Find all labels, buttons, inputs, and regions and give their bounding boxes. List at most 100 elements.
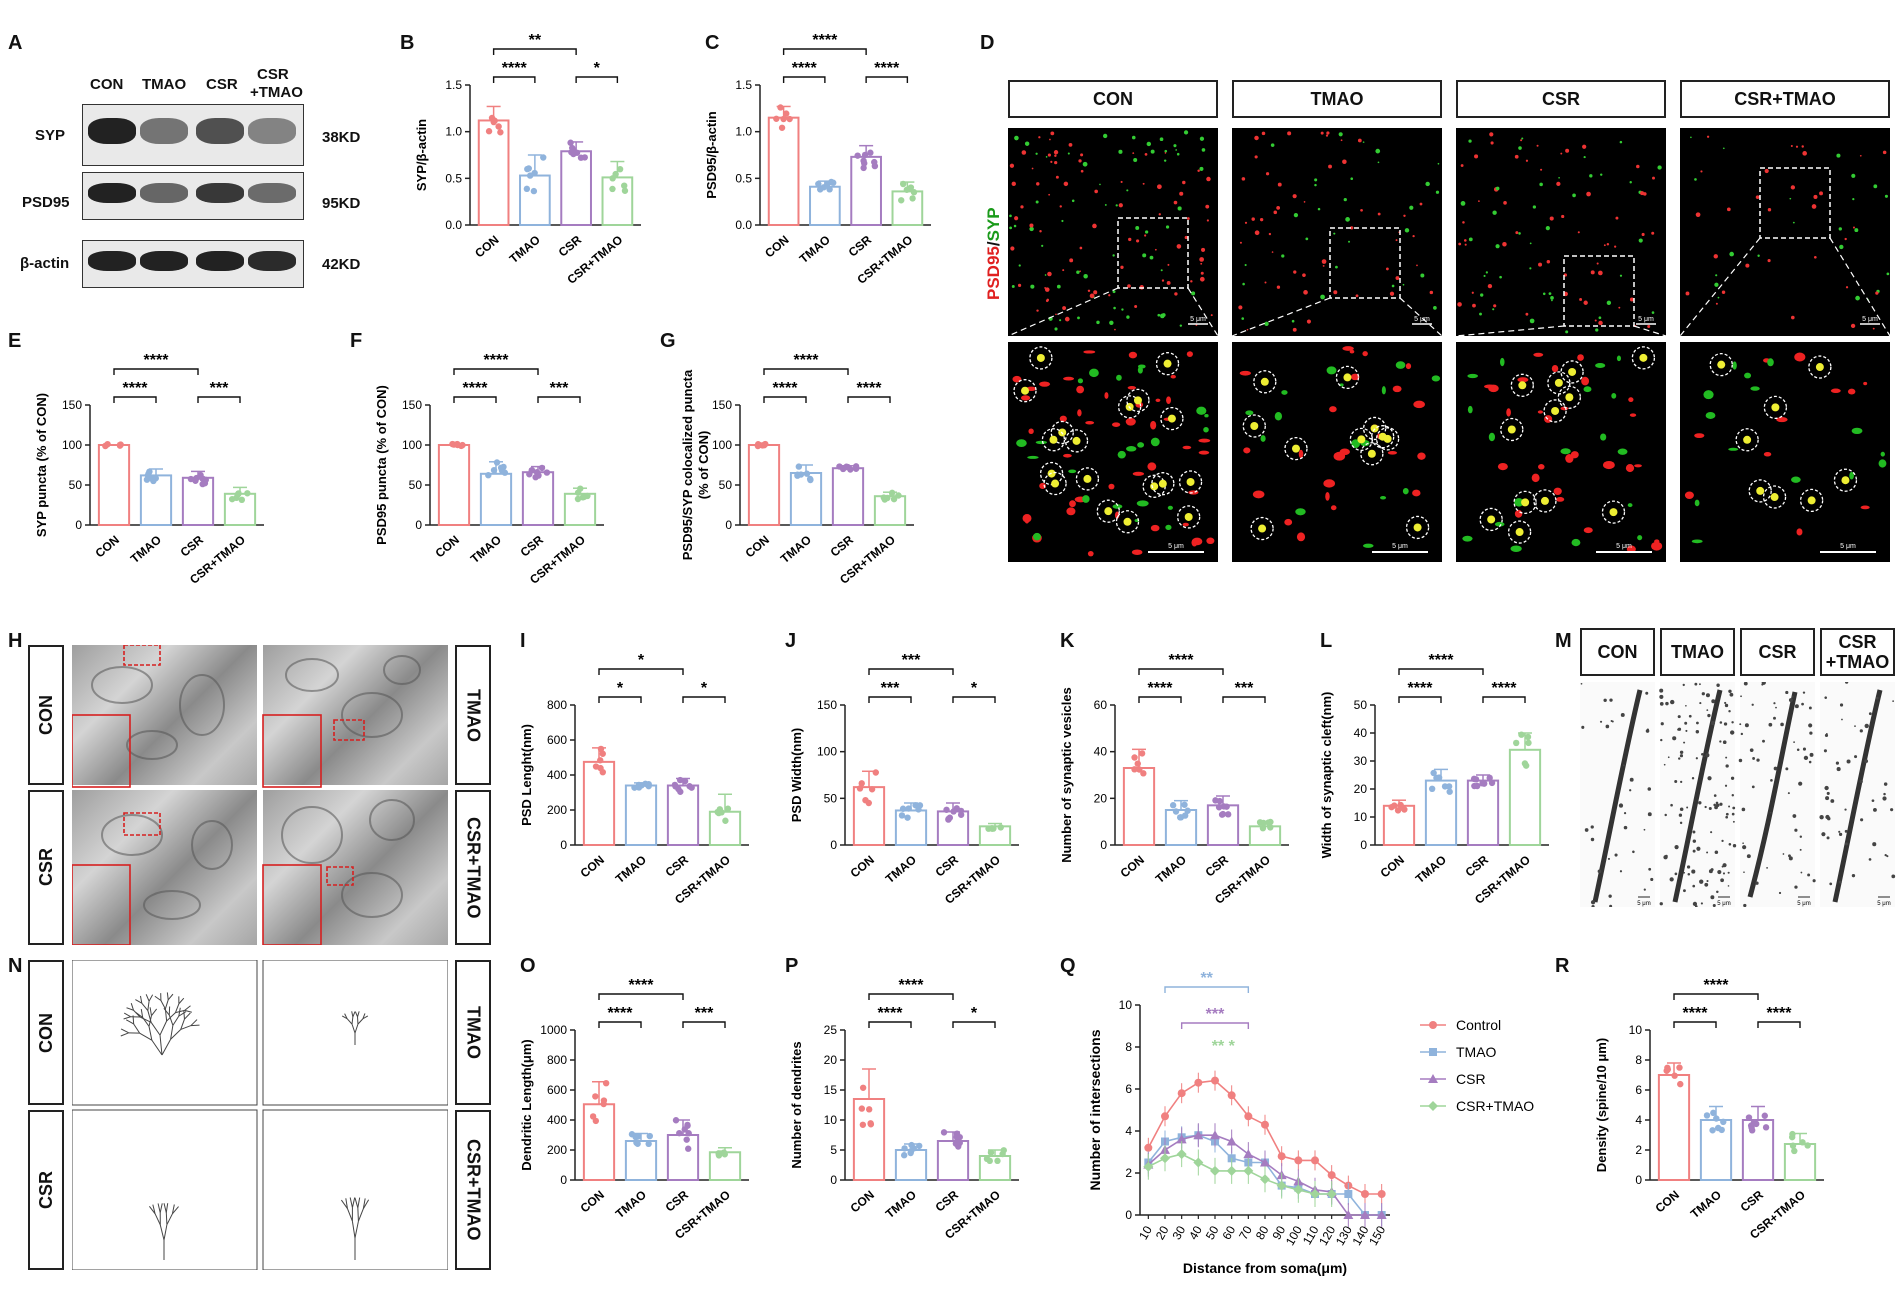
background-speck (1739, 723, 1742, 726)
significance-stars: *** (881, 680, 900, 697)
data-point (786, 115, 793, 123)
punctum (1126, 446, 1137, 452)
x-tick-label: TMAO (797, 233, 833, 266)
colocalization-circle (1242, 414, 1266, 438)
background-speck (1743, 871, 1745, 873)
y-tick-label: 0.5 (735, 171, 752, 185)
punctum (1009, 226, 1013, 230)
significance-bracket (598, 668, 684, 675)
punctum (1068, 469, 1077, 474)
significance-stars: * (617, 680, 624, 697)
data-point (612, 170, 619, 178)
background-speck (1706, 709, 1709, 712)
colocalized-punctum (1083, 474, 1092, 483)
data-point (859, 1121, 867, 1128)
dendrite-branch (151, 1008, 158, 1017)
punctum (1063, 181, 1069, 187)
background-speck (1719, 740, 1722, 743)
data-point (778, 124, 786, 131)
dendrite-branch (351, 1016, 354, 1025)
significance-stars: **** (794, 352, 820, 369)
punctum (1133, 157, 1138, 162)
data-point (1293, 1184, 1304, 1195)
background-speck (1731, 794, 1734, 797)
x-tick-label: CSR (556, 232, 585, 259)
colocalization-circle (1375, 427, 1400, 451)
significance-bracket (763, 396, 807, 403)
colocalized-punctum (1540, 496, 1549, 505)
punctum (1203, 426, 1209, 433)
background-speck (1669, 877, 1674, 882)
bar (521, 471, 555, 526)
y-tick-label: 2 (1125, 1166, 1132, 1180)
colocalized-punctum (1841, 476, 1850, 485)
colocalization-circle (1557, 385, 1582, 409)
significance-bracket (865, 76, 909, 83)
background-speck (1807, 873, 1811, 877)
data-point (760, 442, 768, 449)
punctum (1118, 203, 1123, 208)
y-tick-label: 1.5 (735, 78, 752, 92)
punctum (1435, 190, 1440, 194)
background-speck (1799, 848, 1802, 851)
punctum (1629, 297, 1634, 302)
panel-a: A CON TMAO CSR CSR +TMAO SYP PSD95 β-act… (0, 0, 360, 300)
background-speck (1647, 787, 1652, 791)
significance-bracket (782, 76, 826, 83)
dendrite-branch (132, 1015, 135, 1025)
punctum (1391, 284, 1395, 288)
punctum (1419, 202, 1423, 206)
data-point (1720, 1118, 1727, 1126)
data-point (880, 494, 888, 501)
zoom-line (1633, 325, 1667, 337)
significance-bracket (1398, 668, 1484, 675)
punctum (1035, 152, 1038, 155)
data-point (646, 1132, 653, 1140)
data-point (688, 784, 695, 791)
data-point (1753, 1120, 1760, 1128)
confocal-image-top (1456, 128, 1666, 336)
colocalized-punctum (1051, 479, 1060, 488)
bar (624, 1140, 658, 1181)
data-point (497, 129, 504, 136)
significance-stars: **** (1169, 652, 1195, 669)
dendrite-branch (170, 1029, 182, 1040)
y-tick-label: 0 (560, 838, 567, 852)
y-tick-label: 40 (1354, 726, 1368, 740)
punctum (1144, 153, 1148, 156)
punctum (1293, 270, 1297, 274)
significance-stars: **** (1429, 652, 1455, 669)
y-axis-label: SYP/β-actin (414, 119, 429, 191)
punctum (1468, 237, 1473, 242)
punctum (1049, 138, 1051, 141)
significance-stars: **** (857, 380, 883, 397)
data-point (672, 1117, 680, 1124)
punctum (1018, 264, 1021, 267)
data-point (915, 806, 922, 813)
scale-bar-label: 5 μm (1616, 543, 1632, 550)
data-point (540, 154, 547, 161)
significance-stars: * (971, 680, 978, 697)
background-speck (1674, 845, 1679, 850)
punctum (1767, 259, 1771, 263)
punctum (1873, 184, 1878, 189)
punctum (1357, 138, 1362, 143)
colocalized-punctum (1639, 353, 1648, 362)
background-speck (1677, 715, 1681, 719)
scale-bar-label: 5 μm (1840, 543, 1856, 550)
punctum (1325, 491, 1330, 501)
data-point (907, 184, 915, 191)
legend-marker (1428, 1074, 1438, 1083)
colocalized-punctum (1343, 373, 1352, 382)
y-tick-label: 100 (817, 745, 837, 759)
data-point (783, 110, 790, 117)
punctum (1244, 263, 1247, 267)
dendrite-branch (351, 1011, 354, 1017)
background-speck (1819, 814, 1824, 820)
punctum (1375, 148, 1381, 154)
punctum (1108, 483, 1115, 490)
background-speck (1731, 721, 1734, 724)
dendrite-branch (354, 1023, 359, 1034)
y-tick-label: 0.0 (735, 218, 752, 232)
